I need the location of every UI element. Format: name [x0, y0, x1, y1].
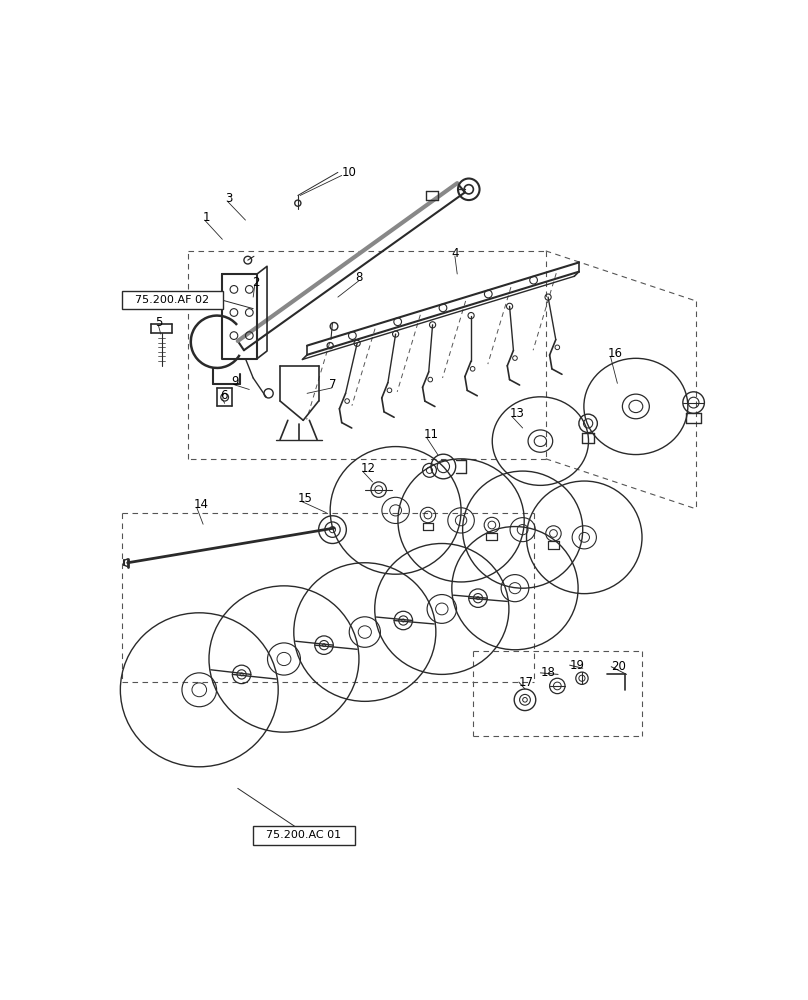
Text: 16: 16 — [608, 347, 623, 360]
Text: 4: 4 — [452, 247, 459, 260]
Text: 20: 20 — [611, 660, 626, 673]
Text: 7: 7 — [329, 378, 336, 391]
Text: 19: 19 — [570, 659, 585, 672]
Text: 13: 13 — [510, 407, 524, 420]
Text: 5: 5 — [155, 316, 162, 329]
Text: 11: 11 — [423, 428, 438, 441]
Text: 6: 6 — [220, 389, 228, 402]
Text: 10: 10 — [342, 166, 356, 179]
Text: 14: 14 — [194, 498, 209, 512]
Text: 18: 18 — [541, 666, 555, 679]
Text: 15: 15 — [298, 492, 313, 505]
Text: 17: 17 — [519, 676, 534, 689]
Text: 2: 2 — [251, 276, 259, 289]
FancyBboxPatch shape — [253, 826, 355, 845]
FancyBboxPatch shape — [121, 291, 223, 309]
Text: 12: 12 — [360, 462, 375, 475]
Text: 1: 1 — [203, 211, 211, 224]
Text: 75.200.AC 01: 75.200.AC 01 — [267, 830, 342, 840]
Text: 8: 8 — [356, 271, 363, 284]
Text: 9: 9 — [232, 375, 239, 388]
Text: 75.200.AF 02: 75.200.AF 02 — [135, 295, 209, 305]
Text: 3: 3 — [225, 192, 232, 205]
